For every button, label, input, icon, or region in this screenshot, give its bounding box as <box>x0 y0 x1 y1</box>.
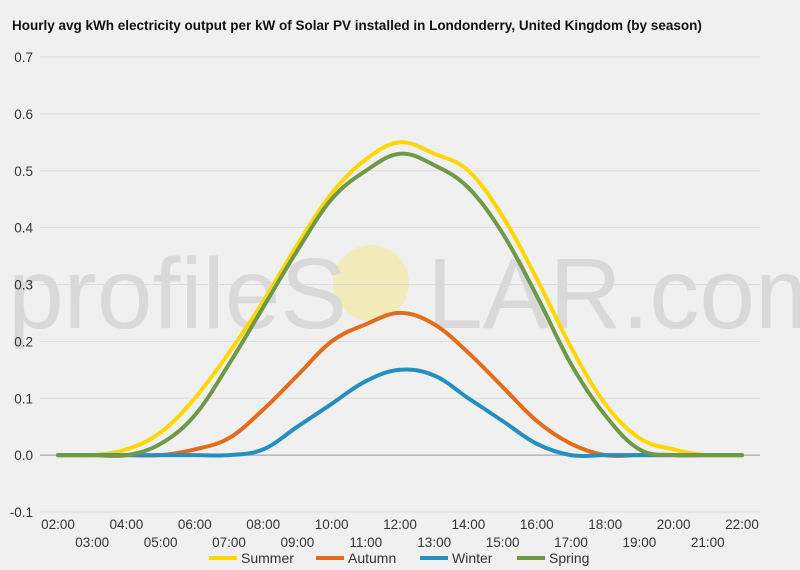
x-tick-label: 06:00 <box>178 517 212 532</box>
y-tick-label: 0.0 <box>14 448 33 463</box>
x-tick-label: 03:00 <box>75 535 109 550</box>
x-tick-label: 19:00 <box>623 535 657 550</box>
y-tick-label: 0.4 <box>14 221 33 236</box>
legend-label: Winter <box>452 550 493 566</box>
x-tick-label: 08:00 <box>246 517 280 532</box>
y-tick-label: 0.6 <box>14 107 33 122</box>
x-tick-label: 02:00 <box>41 517 75 532</box>
legend-label: Spring <box>549 550 589 566</box>
y-tick-label: 0.2 <box>14 334 33 349</box>
x-tick-label: 21:00 <box>691 535 725 550</box>
watermark-sun-icon <box>333 245 409 321</box>
chart-title: Hourly avg kWh electricity output per kW… <box>12 18 702 33</box>
x-tick-label: 12:00 <box>383 517 417 532</box>
series-line-winter <box>56 367 744 459</box>
x-tick-label: 15:00 <box>486 535 520 550</box>
x-tick-label: 07:00 <box>212 535 246 550</box>
legend-label: Summer <box>241 550 294 566</box>
legend: Summer Autumn Winter Spring <box>209 550 589 566</box>
x-tick-label: 09:00 <box>281 535 315 550</box>
y-tick-label: 0.5 <box>14 164 33 179</box>
y-axis: -0.1 0.0 0.1 0.2 0.3 0.4 0.5 0.6 0.7 <box>10 50 34 520</box>
x-tick-label: 20:00 <box>657 517 691 532</box>
x-tick-label: 22:00 <box>725 517 759 532</box>
watermark: profileS LAR.com <box>8 238 800 350</box>
x-tick-label: 05:00 <box>144 535 178 550</box>
x-tick-label: 13:00 <box>417 535 451 550</box>
y-tick-label: 0.3 <box>14 278 33 293</box>
series-lines <box>56 140 744 459</box>
legend-label: Autumn <box>348 550 396 566</box>
x-tick-label: 10:00 <box>315 517 349 532</box>
y-tick-label: 0.1 <box>14 391 33 406</box>
series-line-summer <box>56 140 744 458</box>
x-axis: 02:0003:0004:0005:0006:0007:0008:0009:00… <box>41 517 759 550</box>
watermark-suffix: LAR.com <box>427 238 800 350</box>
y-tick-label: -0.1 <box>10 505 33 520</box>
x-tick-label: 17:00 <box>554 535 588 550</box>
series-line-spring <box>56 151 744 459</box>
x-tick-label: 04:00 <box>110 517 144 532</box>
x-tick-label: 18:00 <box>588 517 622 532</box>
x-tick-label: 16:00 <box>520 517 554 532</box>
x-tick-label: 14:00 <box>452 517 486 532</box>
x-tick-label: 11:00 <box>349 535 382 550</box>
y-tick-label: 0.7 <box>14 50 33 65</box>
